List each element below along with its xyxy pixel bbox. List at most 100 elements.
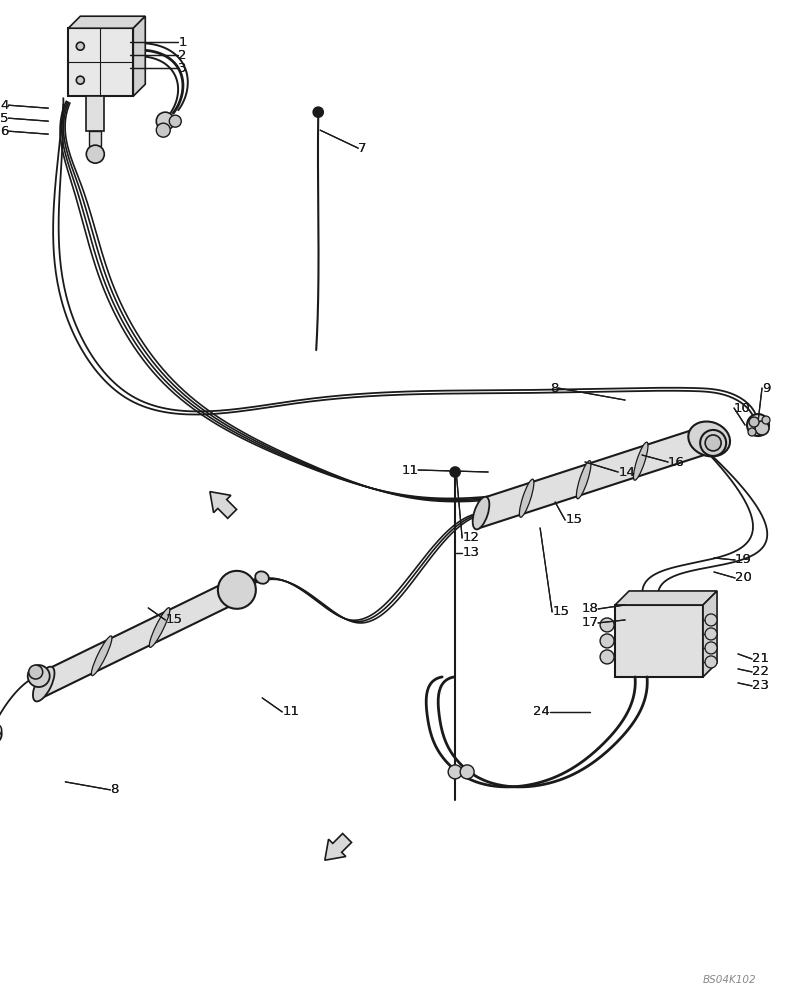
Text: 3: 3 — [178, 62, 187, 75]
Bar — [86, 96, 104, 131]
Text: 2: 2 — [178, 49, 187, 62]
Text: 8: 8 — [550, 382, 558, 395]
Polygon shape — [133, 16, 146, 96]
Text: 16: 16 — [668, 456, 685, 469]
Circle shape — [749, 417, 759, 427]
Text: 15: 15 — [166, 613, 182, 626]
Text: 22: 22 — [752, 665, 769, 678]
Text: 15: 15 — [565, 513, 582, 526]
Text: 1: 1 — [178, 36, 187, 49]
Text: 2: 2 — [178, 49, 187, 62]
Text: 6: 6 — [0, 125, 8, 138]
Text: 9: 9 — [762, 382, 771, 395]
Text: 15: 15 — [552, 605, 569, 618]
Ellipse shape — [150, 608, 170, 647]
Text: 10: 10 — [734, 402, 751, 415]
Circle shape — [705, 435, 721, 451]
Text: 7: 7 — [358, 142, 367, 155]
Text: 12: 12 — [462, 531, 479, 544]
Circle shape — [705, 628, 717, 640]
Text: 21: 21 — [752, 652, 769, 665]
Circle shape — [76, 76, 84, 84]
Text: 20: 20 — [735, 571, 752, 584]
Text: 23: 23 — [752, 679, 769, 692]
Ellipse shape — [473, 497, 490, 529]
Text: 8: 8 — [550, 382, 558, 395]
Polygon shape — [35, 573, 245, 701]
Text: 6: 6 — [0, 125, 8, 138]
Text: 14: 14 — [618, 466, 635, 479]
Polygon shape — [615, 605, 703, 677]
Circle shape — [86, 145, 104, 163]
Circle shape — [29, 665, 43, 679]
Text: 11: 11 — [283, 705, 299, 718]
Text: 19: 19 — [735, 553, 752, 566]
Text: 9: 9 — [762, 382, 771, 395]
Text: 15: 15 — [565, 513, 582, 526]
Circle shape — [0, 724, 2, 736]
Circle shape — [600, 650, 614, 664]
Circle shape — [762, 416, 770, 424]
Text: 15: 15 — [552, 605, 569, 618]
Polygon shape — [68, 16, 146, 28]
Text: 10: 10 — [734, 402, 751, 415]
Polygon shape — [615, 591, 717, 605]
Text: 22: 22 — [752, 665, 769, 678]
Ellipse shape — [33, 667, 54, 701]
Ellipse shape — [218, 571, 256, 609]
Circle shape — [156, 123, 170, 137]
Text: BS04K102: BS04K102 — [702, 975, 756, 985]
Text: 16: 16 — [668, 456, 685, 469]
Circle shape — [705, 642, 717, 654]
Text: 11: 11 — [401, 464, 418, 477]
Text: 17: 17 — [581, 616, 598, 629]
Text: 13: 13 — [462, 546, 479, 559]
Text: 5: 5 — [0, 112, 8, 125]
Circle shape — [460, 765, 474, 779]
Circle shape — [747, 414, 769, 436]
Ellipse shape — [256, 571, 269, 584]
Ellipse shape — [634, 442, 648, 480]
Polygon shape — [325, 833, 352, 860]
Circle shape — [600, 634, 614, 648]
Polygon shape — [476, 423, 715, 529]
Polygon shape — [703, 591, 717, 677]
Polygon shape — [210, 492, 236, 518]
Text: 24: 24 — [533, 705, 550, 718]
Ellipse shape — [92, 636, 112, 676]
Text: 11: 11 — [283, 705, 299, 718]
Text: 23: 23 — [752, 679, 769, 692]
Text: 13: 13 — [462, 546, 479, 559]
Circle shape — [313, 107, 323, 117]
Circle shape — [0, 724, 2, 744]
Text: 12: 12 — [462, 531, 479, 544]
Ellipse shape — [576, 461, 591, 499]
Text: 8: 8 — [111, 783, 119, 796]
Text: 4: 4 — [0, 99, 8, 112]
Bar — [89, 131, 101, 146]
Circle shape — [451, 467, 460, 477]
Circle shape — [76, 42, 84, 50]
Circle shape — [700, 430, 726, 456]
Ellipse shape — [519, 479, 534, 517]
Circle shape — [705, 614, 717, 626]
Text: 4: 4 — [0, 99, 8, 112]
Text: 20: 20 — [735, 571, 752, 584]
Circle shape — [28, 665, 49, 687]
Text: 19: 19 — [735, 553, 752, 566]
Text: 18: 18 — [581, 602, 598, 615]
Polygon shape — [68, 28, 133, 96]
Circle shape — [170, 115, 181, 127]
Circle shape — [705, 656, 717, 668]
Text: 18: 18 — [581, 602, 598, 615]
Circle shape — [600, 618, 614, 632]
Text: 11: 11 — [401, 464, 418, 477]
Circle shape — [748, 428, 756, 436]
Text: 7: 7 — [358, 142, 367, 155]
Text: 1: 1 — [178, 36, 187, 49]
Text: 5: 5 — [0, 112, 8, 125]
Text: 24: 24 — [533, 705, 550, 718]
Circle shape — [448, 765, 462, 779]
Text: 15: 15 — [166, 613, 182, 626]
Text: 17: 17 — [581, 616, 598, 629]
